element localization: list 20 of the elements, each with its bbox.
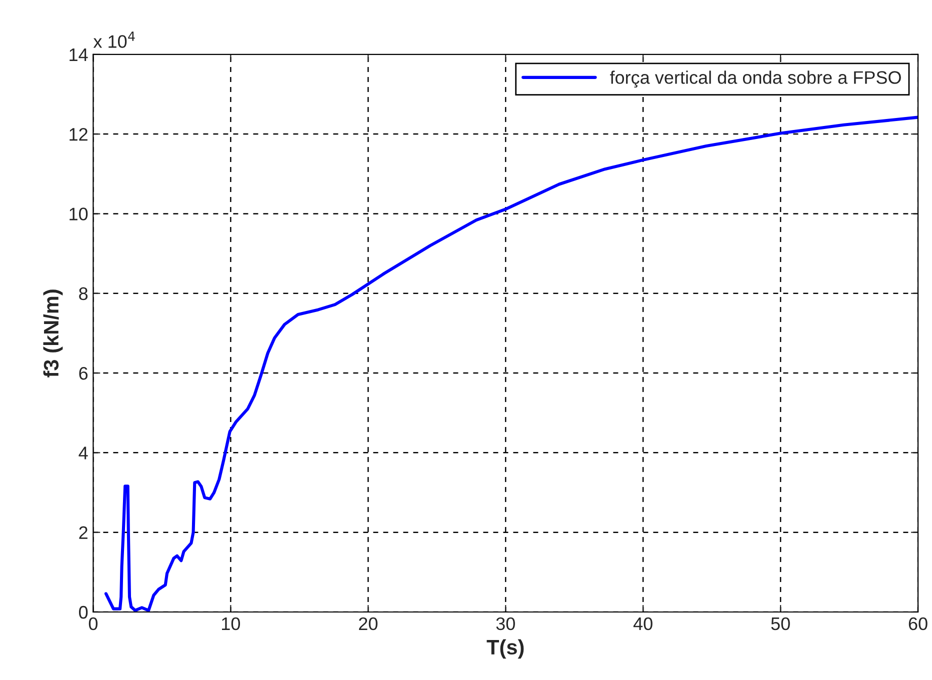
y-tick-label: 6 (79, 366, 88, 380)
y-axis-title: f3 (kN/m) (43, 290, 63, 378)
y-tick-label: 0 (79, 606, 88, 619)
y-tick-label: 10 (70, 208, 88, 220)
line-series (104, 116, 918, 612)
x-tick-label: 20 (359, 617, 378, 630)
y-tick-label: 8 (79, 287, 88, 300)
x-tick-label: 0 (88, 617, 98, 630)
x-axis-title: T(s) (486, 639, 524, 659)
y-tick-label: 4 (78, 446, 88, 460)
y-tick-label: 2 (79, 526, 88, 539)
x-tick-label: 40 (633, 617, 652, 630)
x-tick-label: 30 (496, 617, 515, 630)
x-tick-label: 50 (771, 617, 790, 630)
text: x 10$^{4}$ (93, 32, 135, 48)
x-tick-label: 60 (908, 617, 928, 630)
y-tick-label: 14 (70, 48, 88, 61)
x-tick-label: 10 (222, 617, 240, 630)
y-tick-label: 12 (70, 128, 88, 141)
legend-label: força vertical da onda sobre a FPSO (610, 70, 901, 88)
